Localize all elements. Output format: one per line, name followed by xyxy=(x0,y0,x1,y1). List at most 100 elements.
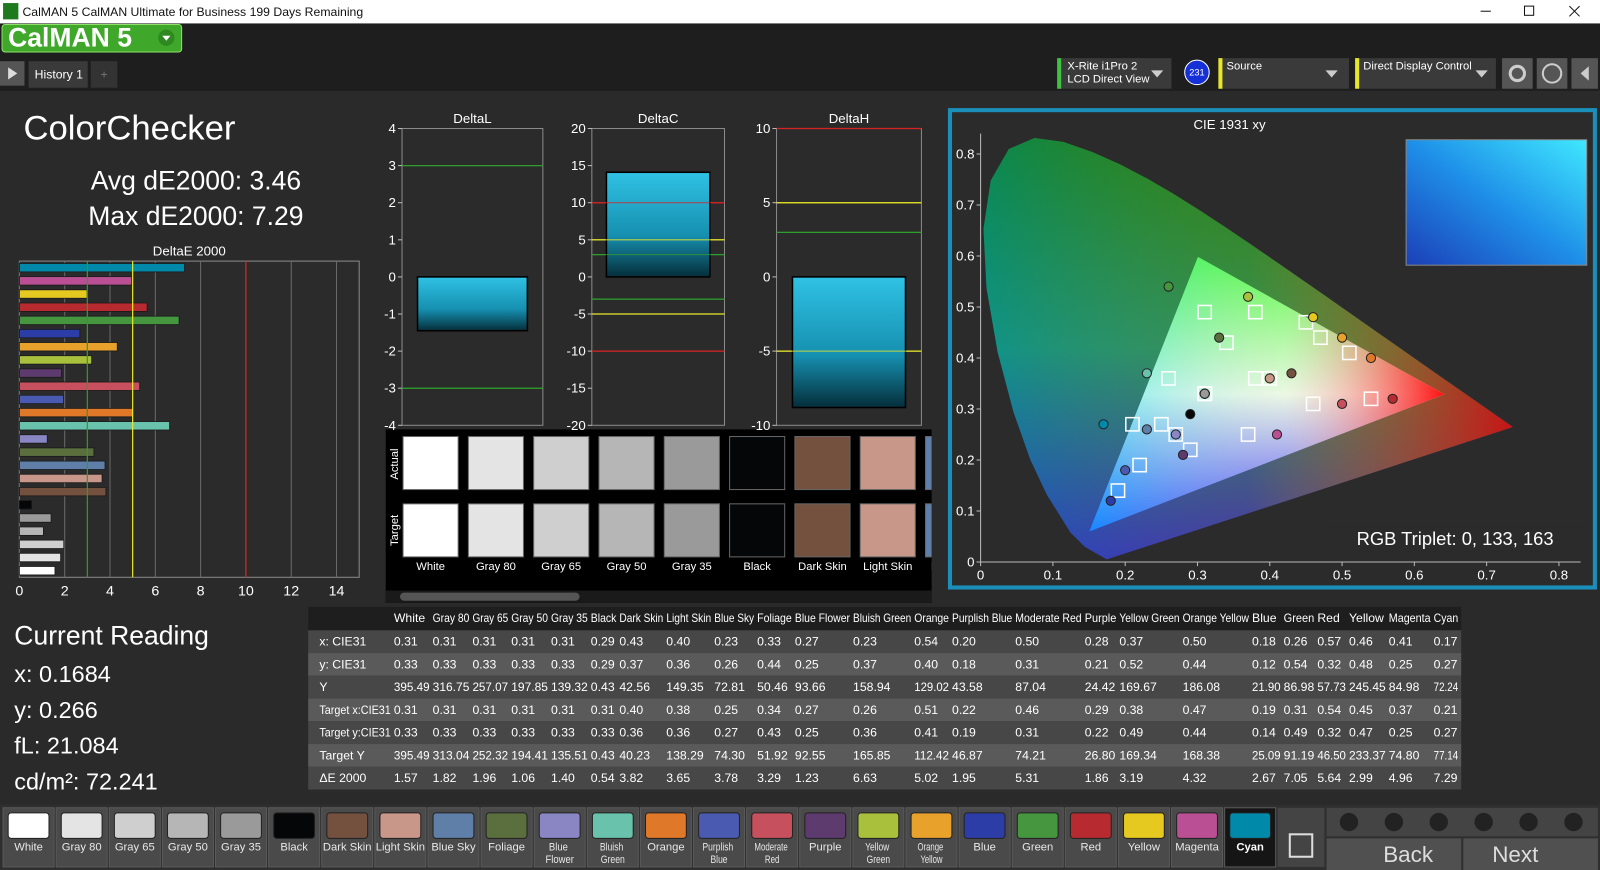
actual-point xyxy=(1214,332,1225,343)
patch-button[interactable]: Cyan xyxy=(1224,807,1277,868)
table-cell: 245.45 xyxy=(1349,680,1386,694)
settings-button[interactable] xyxy=(1502,58,1533,89)
table-cell: 4.96 xyxy=(1389,771,1413,785)
bar xyxy=(18,342,118,352)
table-cell: 0.20 xyxy=(952,635,976,649)
actual-label: Actual xyxy=(389,448,401,479)
patch-button[interactable]: Yellow Green xyxy=(852,807,905,868)
table-cell: 0.26 xyxy=(1284,635,1308,649)
patch-button[interactable]: Gray 35 xyxy=(214,807,268,868)
table-cell: 0.31 xyxy=(591,703,615,717)
patch-button[interactable]: Orange Yellow xyxy=(905,807,958,868)
y-tick-label: -15 xyxy=(567,381,586,396)
patch-button[interactable]: Blue Flower xyxy=(533,807,586,868)
bar xyxy=(18,368,62,378)
badge-label: 231 xyxy=(1189,67,1204,77)
table-cell: 72.24 xyxy=(1434,680,1459,694)
actual-swatch xyxy=(729,436,786,491)
control-icon[interactable] xyxy=(1384,812,1404,832)
table-cell: 0.43 xyxy=(619,635,643,649)
column-header: Yellow xyxy=(1349,611,1384,625)
table-cell: 0.25 xyxy=(1389,726,1413,740)
table-cell: 43.58 xyxy=(952,680,983,694)
bar xyxy=(18,500,33,510)
patch-button[interactable]: Black xyxy=(268,807,321,868)
table-cell: 0.19 xyxy=(952,726,976,740)
y-tick-label: -4 xyxy=(384,418,396,433)
table-cell: 0.14 xyxy=(1252,726,1276,740)
badge xyxy=(1184,59,1210,86)
patch-button[interactable]: Foliage xyxy=(480,807,533,868)
table-cell: 72.81 xyxy=(714,680,745,694)
y-tick-label: 20 xyxy=(571,121,586,136)
patch-button[interactable]: Bluish Green xyxy=(586,807,639,868)
patch-button[interactable]: Dark Skin xyxy=(321,807,374,868)
control-icon[interactable] xyxy=(1429,812,1448,832)
meter-dropdown[interactable] xyxy=(1057,58,1172,89)
maximize-button[interactable] xyxy=(1523,5,1535,16)
patch-button[interactable]: Magenta xyxy=(1171,807,1224,868)
control-icon[interactable] xyxy=(1339,812,1359,832)
y-tick-label: 5 xyxy=(763,195,770,210)
display-dropdown[interactable] xyxy=(1355,58,1496,89)
bar xyxy=(18,447,95,457)
table-cell: 0.33 xyxy=(511,657,535,671)
table-cell: 0.31 xyxy=(511,635,535,649)
patch-button[interactable]: Blue Sky xyxy=(427,807,480,868)
data-table: White Gray 80 Gray 65 Gray 50 Gray 35 Black Da… xyxy=(308,611,1462,790)
button-label: Purplish Blue xyxy=(703,842,736,866)
column-header: White xyxy=(394,611,425,625)
table-row xyxy=(308,630,1462,654)
target-swatch xyxy=(467,503,524,558)
target-point xyxy=(1341,345,1357,361)
next-button[interactable] xyxy=(1463,838,1598,870)
table-cell: 0.50 xyxy=(1015,635,1039,649)
control-icon[interactable] xyxy=(1519,812,1538,832)
tab[interactable] xyxy=(28,61,88,88)
patch-button[interactable]: Light Skin xyxy=(374,807,427,868)
button-label: Bluish Green xyxy=(600,842,626,866)
table-cell: 149.35 xyxy=(666,680,704,694)
settings-icon xyxy=(1508,64,1527,83)
actual-point xyxy=(1185,408,1196,420)
help-button[interactable] xyxy=(1536,58,1568,89)
table-cell: 158.94 xyxy=(853,680,891,694)
patch-button[interactable]: Green xyxy=(1011,807,1064,868)
chart-title: DeltaE 2000 xyxy=(153,243,226,258)
patch-button[interactable]: Orange xyxy=(639,807,692,868)
dropdown-arrow xyxy=(1325,70,1338,78)
table-cell: 0.33 xyxy=(394,726,418,740)
table-cell: 0.47 xyxy=(1183,703,1207,717)
patch-button[interactable]: White xyxy=(2,807,55,868)
source-dropdown[interactable] xyxy=(1218,58,1349,89)
table-cell: 3.78 xyxy=(714,771,738,785)
scroll-thumb[interactable] xyxy=(400,592,580,601)
patch-button[interactable]: Gray 50 xyxy=(161,807,214,868)
patch-button[interactable]: Moderate Red xyxy=(746,807,799,868)
tab-label: History 1 xyxy=(35,67,83,81)
patch-button[interactable]: Purplish Blue xyxy=(693,807,746,868)
logo-button[interactable] xyxy=(1,23,183,53)
stop-button[interactable] xyxy=(1277,807,1325,867)
patch-button[interactable]: Yellow xyxy=(1117,807,1170,868)
patch-button[interactable]: Blue xyxy=(958,807,1011,868)
patch-button[interactable]: Gray 80 xyxy=(55,807,108,868)
patch-button[interactable]: Purple xyxy=(799,807,852,868)
target-swatch xyxy=(794,503,851,558)
table-cell: 25.09 xyxy=(1252,748,1281,762)
close-button[interactable] xyxy=(1569,5,1580,17)
patch-button[interactable]: Red xyxy=(1064,807,1117,868)
back-button[interactable] xyxy=(1326,838,1462,870)
table-cell: 0.22 xyxy=(1085,726,1109,740)
table-cell: 0.31 xyxy=(551,635,575,649)
target-point xyxy=(1197,304,1213,320)
row-label: Target x:CIE31 xyxy=(319,703,391,717)
table-cell: 138.29 xyxy=(666,748,704,762)
table-cell: 24.42 xyxy=(1085,680,1116,694)
control-icon[interactable] xyxy=(1474,812,1493,832)
add-tab-button[interactable] xyxy=(90,61,118,88)
button-label: Cyan xyxy=(1236,842,1264,854)
patch-button[interactable]: Gray 65 xyxy=(108,807,161,868)
control-icon[interactable] xyxy=(1564,812,1583,832)
bar xyxy=(18,513,52,523)
